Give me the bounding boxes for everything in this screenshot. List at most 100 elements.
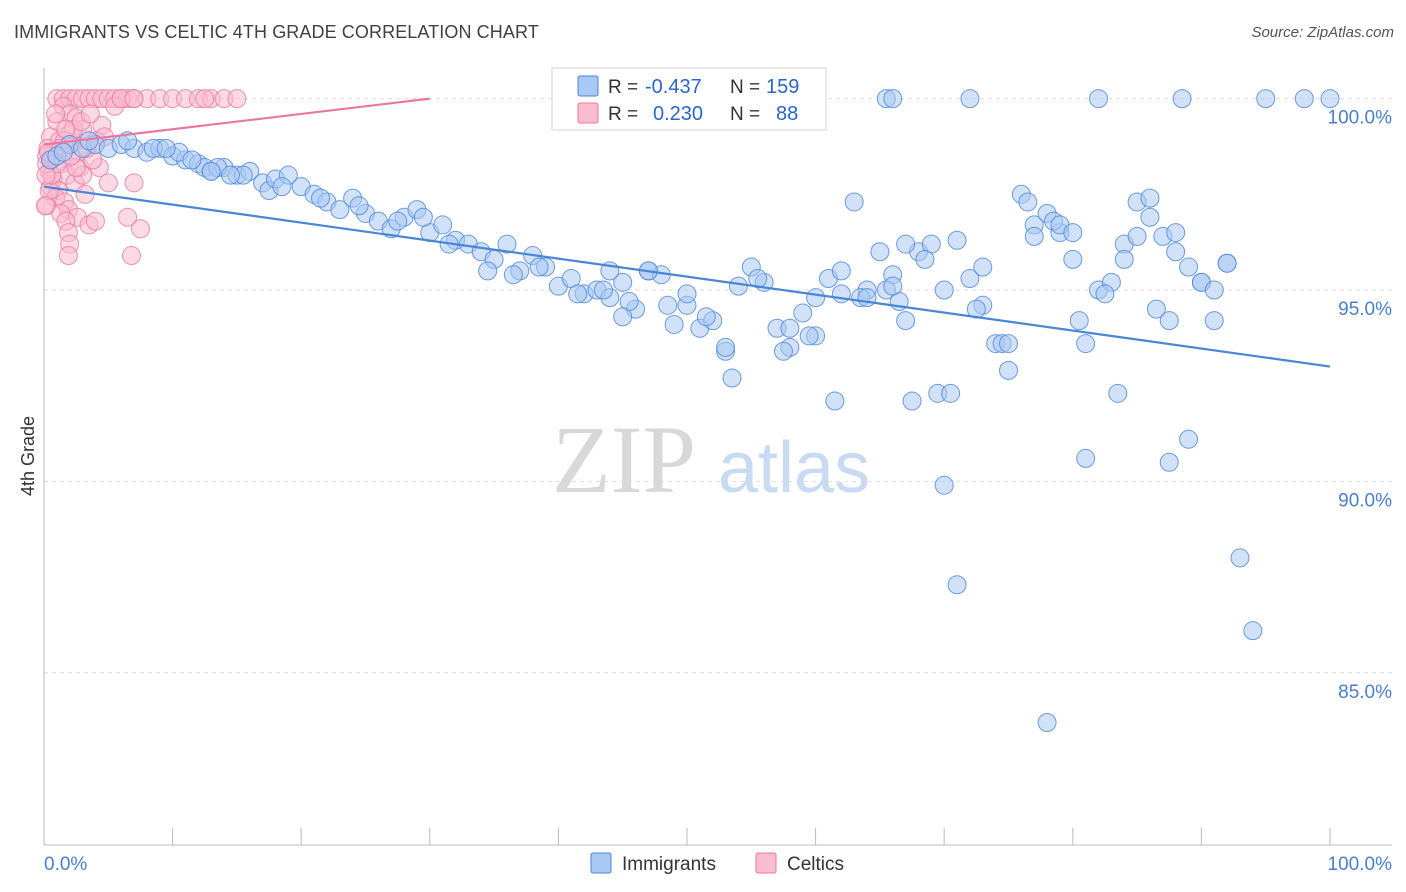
chart-title: IMMIGRANTS VS CELTIC 4TH GRADE CORRELATI… — [14, 22, 539, 42]
legend-n-value-immigrants: 159 — [766, 76, 799, 98]
point-immigrants-163 — [1063, 223, 1083, 243]
point-immigrants-131 — [883, 276, 903, 296]
point-immigrants-136 — [960, 89, 980, 109]
point-immigrants-144 — [1037, 713, 1057, 733]
bottom-legend-label-immigrants: Immigrants — [622, 854, 716, 875]
point-celtics-85 — [195, 89, 215, 109]
point-celtics-57 — [46, 104, 66, 124]
point-immigrants-132 — [934, 475, 954, 495]
point-immigrants-146 — [1243, 621, 1263, 641]
point-celtics-86 — [227, 89, 247, 109]
y-axis-label: 4th Grade — [18, 416, 38, 496]
point-immigrants-70 — [934, 280, 954, 300]
point-immigrants-135 — [883, 89, 903, 109]
point-immigrants-159 — [973, 257, 993, 277]
point-immigrants-109 — [658, 295, 678, 315]
point-immigrants-91 — [1204, 311, 1224, 331]
point-immigrants-129 — [1146, 299, 1166, 319]
source-label: Source: ZipAtlas.com — [1251, 24, 1394, 41]
point-immigrants-86 — [1140, 207, 1160, 227]
point-immigrants-107 — [593, 280, 613, 300]
point-immigrants-65 — [870, 242, 890, 262]
point-immigrants-179 — [220, 165, 240, 185]
point-immigrants-114 — [799, 326, 819, 346]
legend-swatch-celtics — [577, 102, 599, 124]
x-tick-label-max: 100.0% — [1328, 854, 1393, 875]
point-immigrants-98 — [310, 188, 330, 208]
point-celtics-67 — [130, 219, 150, 239]
point-immigrants-75 — [999, 360, 1018, 380]
legend-r-value-immigrants: -0.437 — [645, 76, 702, 98]
point-immigrants-45 — [613, 272, 633, 292]
point-immigrants-164 — [1114, 249, 1134, 269]
bottom-legend-swatch-immigrants — [590, 852, 612, 874]
point-immigrants-106 — [568, 284, 588, 304]
point-immigrants-130 — [1159, 311, 1179, 331]
y-tick-labels: 100.0% 95.0% 90.0% 85.0% — [1328, 108, 1393, 703]
point-immigrants-81 — [1076, 334, 1096, 354]
point-immigrants-113 — [773, 341, 793, 361]
point-immigrants-155 — [831, 261, 851, 281]
point-immigrants-137 — [1089, 89, 1109, 109]
bottom-legend-swatch-celtics — [755, 852, 777, 874]
point-immigrants-176 — [156, 138, 176, 158]
legend-swatch-immigrants — [577, 75, 599, 97]
point-immigrants-145 — [1230, 548, 1250, 568]
point-immigrants-138 — [1172, 89, 1192, 109]
trend-line-celtics — [43, 97, 430, 146]
legend-r-label-celtics: R = — [608, 104, 638, 125]
point-immigrants-157 — [896, 234, 916, 254]
point-immigrants-121 — [941, 383, 961, 403]
point-immigrants-88 — [1166, 242, 1186, 262]
point-celtics-87 — [58, 246, 78, 266]
point-celtics-68 — [118, 207, 138, 227]
trend-line-immigrants — [43, 185, 1331, 368]
point-immigrants-59 — [793, 303, 813, 323]
point-immigrants-154 — [806, 288, 826, 308]
point-immigrants-167 — [1166, 223, 1186, 243]
point-celtics-66 — [124, 173, 144, 193]
point-immigrants-161 — [1024, 226, 1044, 246]
legend-r-value-celtics: 0.230 — [653, 103, 703, 125]
point-immigrants-100 — [388, 211, 408, 231]
watermark-zip: ZIP — [552, 406, 696, 513]
point-immigrants-97 — [272, 177, 292, 197]
watermark-atlas: atlas — [718, 428, 870, 508]
point-immigrants-149 — [613, 307, 633, 327]
point-immigrants-119 — [902, 391, 922, 411]
point-immigrants-49 — [664, 314, 684, 334]
point-immigrants-110 — [696, 307, 716, 327]
point-immigrants-99 — [349, 196, 369, 216]
y-tick-label-0: 100.0% — [1328, 108, 1393, 129]
point-immigrants-156 — [857, 288, 877, 308]
point-immigrants-147 — [1179, 429, 1199, 449]
point-immigrants-54 — [728, 276, 748, 296]
point-immigrants-103 — [478, 261, 498, 281]
point-celtics-84 — [124, 89, 144, 109]
point-immigrants-158 — [915, 249, 935, 269]
point-immigrants-126 — [1069, 311, 1089, 331]
point-immigrants-124 — [1018, 192, 1038, 212]
point-immigrants-80 — [1063, 249, 1083, 269]
legend-n-label-immigrants: N = — [730, 77, 760, 98]
point-immigrants-127 — [1095, 284, 1115, 304]
watermark: ZIP atlas — [552, 406, 870, 513]
point-immigrants-67 — [896, 311, 916, 331]
x-tick-label-min: 0.0% — [44, 854, 87, 875]
point-immigrants-178 — [201, 161, 221, 181]
point-immigrants-111 — [722, 368, 742, 388]
y-tick-label-2: 90.0% — [1338, 490, 1392, 511]
point-immigrants-165 — [1127, 226, 1147, 246]
point-immigrants-140 — [1320, 89, 1340, 109]
point-immigrants-143 — [1159, 452, 1179, 472]
gridlines — [44, 98, 1392, 674]
point-immigrants-141 — [1294, 89, 1314, 109]
point-immigrants-153 — [780, 318, 800, 338]
point-immigrants-170 — [1217, 253, 1237, 273]
point-celtics-70 — [35, 196, 55, 216]
point-immigrants-173 — [53, 142, 73, 162]
point-immigrants-128 — [1108, 383, 1128, 403]
point-immigrants-31 — [433, 215, 453, 235]
point-celtics-53 — [98, 173, 118, 193]
